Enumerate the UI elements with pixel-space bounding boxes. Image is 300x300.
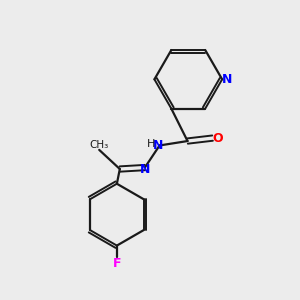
Text: N: N [153,139,163,152]
Text: O: O [213,132,223,145]
Text: H: H [147,139,155,149]
Text: N: N [140,163,151,176]
Text: N: N [222,73,233,86]
Text: CH₃: CH₃ [89,140,108,150]
Text: F: F [112,257,121,270]
